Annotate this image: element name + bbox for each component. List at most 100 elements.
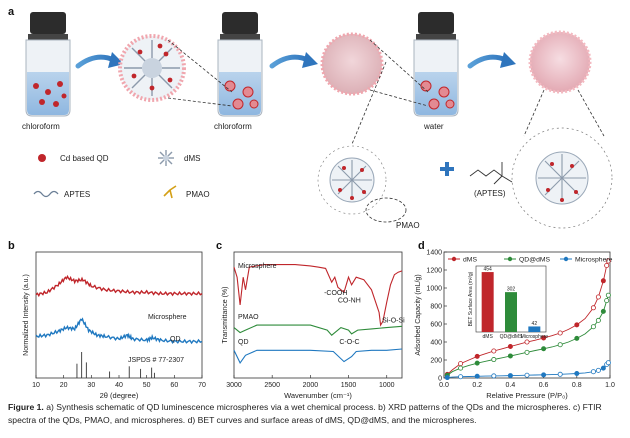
qd-dot-icon <box>38 154 46 162</box>
inset-bar-1 <box>505 292 517 332</box>
inset-value-1: 302 <box>507 287 516 293</box>
label-chloroform-1: chloroform <box>22 122 60 131</box>
panel-a-schematic: chloroform chloroform <box>22 12 613 230</box>
series-1-point-2 <box>458 365 464 371</box>
label-microsphere: Microsphere <box>148 314 187 321</box>
legend-label-0: dMS <box>463 257 477 264</box>
series-0-point-20 <box>600 278 606 284</box>
series-2-point-20 <box>600 365 606 371</box>
series-1-point-19 <box>595 317 601 323</box>
inset-y-label: BET Surface Area (m²/g) <box>468 271 474 326</box>
y-tick-label-4: 800 <box>430 304 442 311</box>
series-2-point-4 <box>474 373 480 379</box>
panel-a-letter: a <box>8 6 15 18</box>
series-0-point-18 <box>590 305 596 311</box>
y-axis-label: Normalized Intensity (a.u.) <box>23 274 30 356</box>
series-1-point-18 <box>590 324 596 330</box>
series-1-point-22 <box>605 292 611 298</box>
series-2-point-2 <box>458 374 464 380</box>
series-2-point-8 <box>507 373 513 379</box>
x-tick-label-0: 10 <box>32 382 40 389</box>
legend-aptes: APTES <box>33 190 90 199</box>
inset-category-1: QD@dMS <box>500 334 524 340</box>
vial-chloroform-2 <box>217 12 263 117</box>
aptes-wave-icon <box>33 190 59 198</box>
series-0-line <box>446 260 609 375</box>
series-1-point-20 <box>600 308 606 314</box>
legend-label-1: QD@dMS <box>519 257 551 264</box>
legend-marker-1 <box>507 256 513 262</box>
label-chloroform-2: chloroform <box>214 122 252 131</box>
series-0-point-14 <box>557 330 563 336</box>
aptes-molecule <box>469 162 513 185</box>
x-tick-label-5: 1.0 <box>605 382 615 389</box>
legend-label-2: Microsphere <box>575 257 613 264</box>
series-0-point-21 <box>604 262 610 268</box>
x-tick-label-4: 0.8 <box>572 382 582 389</box>
y-tick-label-5: 1000 <box>426 286 442 293</box>
label-pmao-callout: PMAO <box>396 221 420 230</box>
series-1-point-14 <box>557 342 563 348</box>
y-tick-label-3: 600 <box>430 322 442 329</box>
panel-b-letter: b <box>8 240 15 252</box>
series-0-point-2 <box>458 361 464 367</box>
series-1-point-4 <box>474 360 480 366</box>
x-tick-label-4: 50 <box>143 382 151 389</box>
legend-qd-label: Cd based QD <box>60 154 109 163</box>
label-aptes-callout: (APTES) <box>474 189 506 198</box>
legend-marker-2 <box>563 256 569 262</box>
plot-frame <box>233 251 403 379</box>
series-2-point-18 <box>590 369 596 375</box>
y-tick-label-1: 200 <box>430 358 442 365</box>
legend-dms: dMS <box>158 150 200 166</box>
panel-c-letter: c <box>216 240 223 252</box>
series-0-point-8 <box>507 344 513 350</box>
series-microsphere-line <box>35 274 203 298</box>
series-0-point-22 <box>605 258 611 264</box>
vial-chloroform-1 <box>25 12 71 117</box>
x-tick-label-1: 20 <box>60 382 68 389</box>
series-2-point-6 <box>491 373 497 379</box>
xrd-chart: 10 20 30 40 50 60 70 2θ (degree) Normalized Inte… <box>23 251 206 400</box>
series-1-line <box>447 295 609 376</box>
series-2-point-22 <box>605 360 611 366</box>
series-0-point-6 <box>491 348 497 354</box>
x-tick-label-4: 1000 <box>379 382 395 389</box>
label-jcpds: JSPDS # 77-2307 <box>128 357 184 364</box>
label-conh: CO-NH <box>338 297 361 304</box>
series-0-point-10 <box>524 339 530 345</box>
legend-qd: Cd based QD <box>38 154 109 163</box>
x-axis-label: Wavenumber (cm⁻¹) <box>284 391 352 400</box>
series-1-point-16 <box>574 335 580 341</box>
label-water: water <box>423 122 444 131</box>
arrow-3-icon <box>467 54 509 69</box>
label-qd: QD <box>170 336 181 343</box>
y-tick-label-0: 0 <box>438 376 442 383</box>
arrow-2-icon <box>269 54 311 69</box>
legend-pmao: PMAO <box>163 185 210 199</box>
inset-category-2: Microsphere <box>521 334 549 340</box>
x-tick-label-1: 2500 <box>264 382 280 389</box>
series-0-point-4 <box>474 353 480 359</box>
plot-frame <box>443 251 611 379</box>
label-pmao: PMAO <box>238 314 259 321</box>
series-1-point-10 <box>524 349 530 355</box>
label-qd: QD <box>238 339 249 346</box>
inset-bar-0 <box>481 272 494 332</box>
inset-value-2: 42 <box>532 321 538 327</box>
vial-water <box>413 12 459 117</box>
final-microsphere <box>528 30 592 94</box>
x-tick-label-2: 2000 <box>303 382 319 389</box>
series-2-point-10 <box>524 372 530 378</box>
inset-category-0: dMS <box>483 334 494 340</box>
series-microsphere-line <box>233 264 403 327</box>
inset-bar-2 <box>528 326 541 332</box>
series-1-point-12 <box>541 346 547 352</box>
y-tick-label-6: 1200 <box>426 268 442 275</box>
bet-chart: 0.0 0.2 0.4 0.6 0.8 1.0 0 200 400 600 800 1000 1200 1… <box>415 250 615 401</box>
x-tick-label-0: 3000 <box>226 382 242 389</box>
x-tick-label-2: 0.4 <box>506 382 516 389</box>
series-0-point-12 <box>541 335 547 341</box>
ftir-chart: 3000 2500 2000 1500 1000 Wavenumber (cm⁻¹) Tra… <box>222 251 405 400</box>
panel-d-letter: d <box>418 240 425 252</box>
